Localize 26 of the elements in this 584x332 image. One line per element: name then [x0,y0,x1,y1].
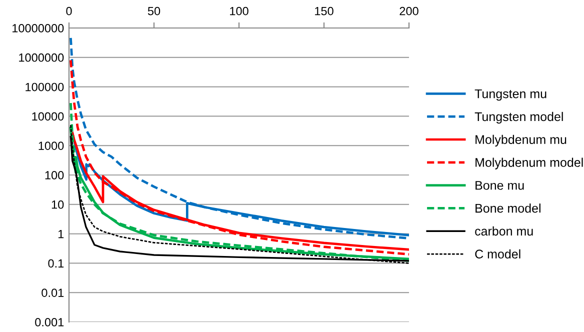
y-tick-label: 10000 [32,112,64,121]
line-series [70,36,409,240]
y-tick-label: 0.001 [35,318,64,326]
legend-label: Tungsten model [474,112,563,124]
line-series [70,59,409,256]
legend-label: Molybdenum model [476,158,583,170]
legend-label: Molybdenum mu [476,134,566,146]
legend-label: Bone model [476,204,540,213]
legend-label: C model [475,249,520,259]
x-tick-label: 150 [315,6,334,16]
y-tick-label: 1000000 [19,53,64,62]
y-tick-label: 10000000 [12,24,64,32]
y-tick-label: 1000 [38,142,64,150]
y-tick-label: 0.1 [48,259,64,268]
x-tick-label: 200 [400,6,418,16]
legend-label: carbon mu [475,226,533,236]
legend-label: Bone mu [476,181,524,190]
y-tick-label: 1 [58,230,64,238]
y-tick-label: 100000 [26,82,64,92]
y-tick-label: 10 [52,200,64,209]
legend-label: Tungsten mu [474,89,546,101]
y-tick-label: 100 [45,171,64,180]
x-tick-label: 50 [148,6,160,16]
y-tick-label: 0.01 [42,288,64,297]
x-tick-label: 100 [230,6,248,16]
x-tick-label: 0 [66,6,72,16]
